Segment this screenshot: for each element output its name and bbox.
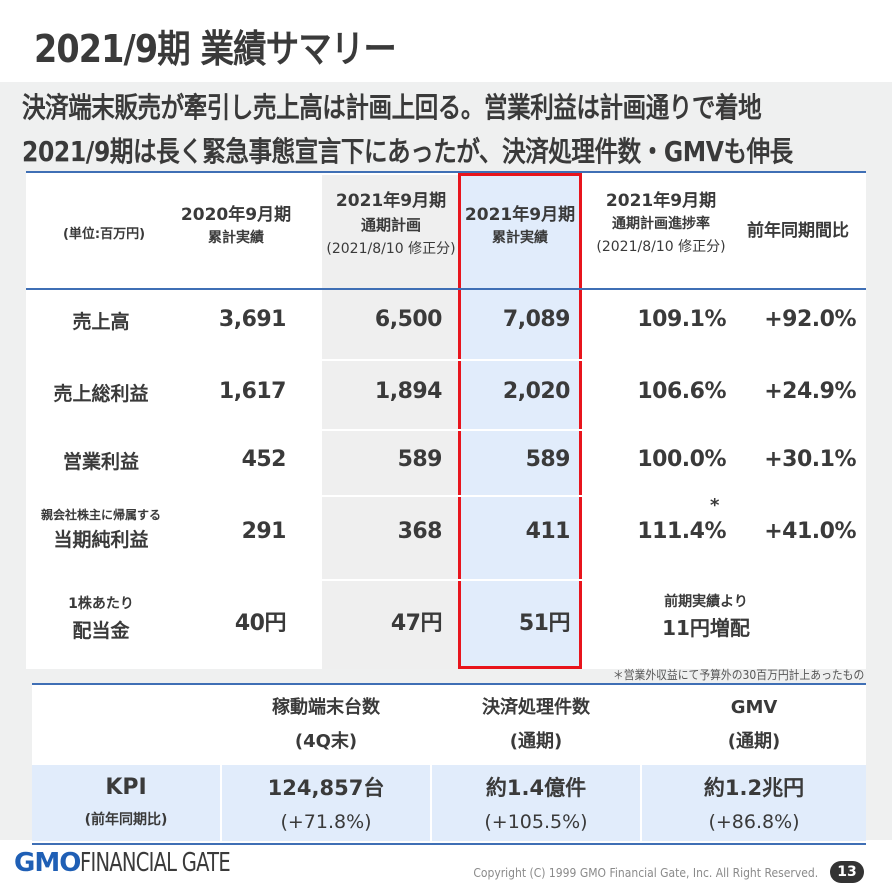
column-divider (430, 765, 432, 841)
value-revenue-progress: 109.1% (637, 307, 726, 332)
row-divider (322, 429, 582, 431)
value-net-income-progress: 111.4% (637, 519, 726, 544)
headline-line-2: 2021/9期は長く緊急事態宣言下にあったが、決済処理件数・GMVも伸長 (22, 135, 793, 168)
actual-column-highlight (458, 173, 582, 669)
copyright-text: Copyright (C) 1999 GMO Financial Gate, I… (473, 866, 818, 880)
row-divider (322, 359, 582, 361)
company-logo: GMOFINANCIAL GATE (14, 848, 280, 878)
column-divider (640, 765, 642, 841)
kpi-value-transactions: 約1.4億件 (+105.5%) (484, 776, 588, 833)
row-label-gross-profit: 売上総利益 (53, 383, 149, 405)
column-header-fy2021-actual: 2021年9月期 累計実績 (464, 205, 576, 246)
value-gross-profit-plan: 1,894 (374, 379, 443, 404)
value-dividend-fy2021: 51円 (518, 611, 571, 636)
value-operating-profit-progress: 100.0% (637, 447, 726, 472)
value-net-income-fy2021: 411 (525, 519, 571, 544)
row-label-net-income: 親会社株主に帰属する 当期純利益 (40, 508, 161, 551)
value-gross-profit-fy2020: 1,617 (218, 379, 287, 404)
page-title: 2021/9期 業績サマリー (34, 27, 397, 71)
kpi-table: 稼動端末台数 (4Q末) 決済処理件数 (通期) GMV (通期) KPI (前… (32, 683, 866, 845)
kpi-header-gmv: GMV (通期) (727, 697, 781, 752)
kpi-row-label: KPI (前年同期比) (84, 775, 168, 828)
logo-gmo: GMO (14, 848, 81, 878)
financial-summary-table: (単位:百万円) 2020年9月期 累計実績 2021年9月期 通期計画 (20… (26, 171, 866, 669)
headline-line-1: 決済端末販売が牽引し売上高は計画上回る。営業利益は計画通りで着地 (22, 91, 762, 124)
value-operating-profit-yoy: +30.1% (764, 447, 856, 472)
kpi-value-terminals: 124,857台 (+71.8%) (267, 776, 385, 833)
row-label-dividend: 1株あたり 配当金 (68, 596, 134, 642)
column-divider (220, 765, 222, 841)
kpi-value-gmv: 約1.2兆円 (+86.8%) (703, 776, 805, 833)
row-divider (322, 579, 582, 581)
logo-financial-gate: FINANCIAL GATE (80, 848, 231, 878)
page-number-badge: 13 (830, 861, 864, 883)
row-label-revenue: 売上高 (72, 311, 130, 333)
footnote-marker: * (710, 495, 720, 516)
value-gross-profit-yoy: +24.9% (764, 379, 856, 404)
value-revenue-fy2021: 7,089 (502, 307, 571, 332)
column-header-progress: 2021年9月期 通期計画進捗率 (2021/8/10 修正分) (596, 191, 726, 255)
column-header-yoy: 前年同期間比 (747, 221, 849, 241)
value-net-income-yoy: +41.0% (764, 519, 856, 544)
value-dividend-fy2020: 40円 (234, 611, 287, 636)
unit-label: (単位:百万円) (62, 227, 146, 242)
kpi-values-row (32, 765, 866, 841)
value-net-income-plan: 368 (397, 519, 443, 544)
column-header-plan: 2021年9月期 通期計画 (2021/8/10 修正分) (326, 191, 456, 257)
value-net-income-fy2020: 291 (241, 519, 287, 544)
footnote: ＊営業外収益にて予算外の30百万円計上あったもの (612, 668, 864, 682)
value-operating-profit-fy2021: 589 (525, 447, 571, 472)
value-gross-profit-progress: 106.6% (637, 379, 726, 404)
value-dividend-plan: 47円 (390, 611, 443, 636)
row-label-operating-profit: 営業利益 (62, 451, 139, 473)
value-operating-profit-plan: 589 (397, 447, 443, 472)
value-gross-profit-fy2021: 2,020 (502, 379, 571, 404)
column-header-fy2020: 2020年9月期 累計実績 (180, 205, 292, 246)
kpi-header-terminals: 稼動端末台数 (4Q末) (272, 697, 380, 752)
kpi-header-transactions: 決済処理件数 (通期) (482, 697, 590, 752)
value-revenue-yoy: +92.0% (764, 307, 856, 332)
row-divider (322, 495, 582, 497)
dividend-increase-note: 前期実績より 11円増配 (662, 594, 750, 640)
value-revenue-fy2020: 3,691 (218, 307, 287, 332)
header-divider (26, 288, 866, 290)
value-revenue-plan: 6,500 (374, 307, 443, 332)
value-operating-profit-fy2020: 452 (241, 447, 287, 472)
